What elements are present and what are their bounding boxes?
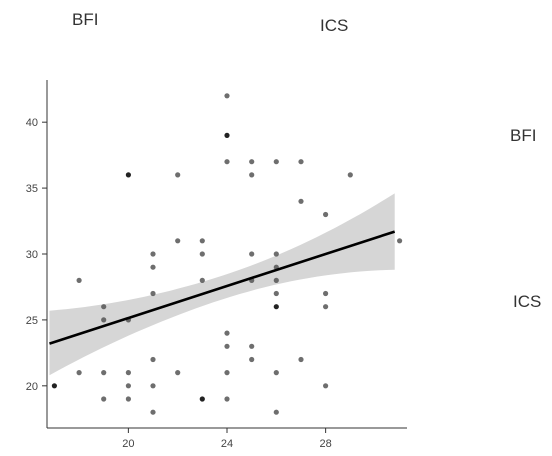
data-point — [224, 159, 230, 165]
y-tick-label: 35 — [26, 183, 38, 195]
data-point — [298, 159, 304, 165]
data-point — [273, 159, 279, 165]
data-point — [76, 277, 82, 283]
data-point — [125, 370, 131, 376]
y-tick-label: 20 — [26, 381, 38, 393]
data-point — [273, 304, 279, 310]
data-point — [199, 396, 205, 402]
data-point — [150, 356, 156, 363]
data-point — [397, 238, 403, 244]
y-tick-label: 30 — [26, 249, 38, 261]
data-point — [323, 304, 329, 310]
data-point — [150, 290, 156, 297]
data-point — [273, 370, 279, 376]
confidence-band-layer — [49, 193, 395, 376]
data-point — [51, 383, 58, 389]
data-point — [249, 343, 255, 349]
data-point — [150, 409, 156, 415]
data-point — [323, 211, 329, 218]
data-point — [298, 198, 304, 204]
data-point — [175, 172, 181, 178]
data-point — [101, 317, 107, 323]
x-tick-label: 28 — [320, 438, 332, 450]
data-point — [224, 343, 230, 349]
point-layer — [51, 93, 403, 415]
data-point — [175, 238, 181, 244]
data-point — [273, 251, 279, 257]
data-point — [323, 290, 329, 297]
column-header-bfi: BFI — [72, 10, 99, 29]
regression-line-layer — [49, 230, 396, 345]
data-point — [175, 370, 181, 376]
data-point — [273, 290, 279, 297]
data-point — [101, 370, 107, 376]
x-tick-label: 24 — [221, 438, 233, 450]
data-point — [125, 383, 131, 389]
data-point — [323, 383, 329, 389]
row-label-ics: ICS — [513, 292, 542, 311]
data-point — [150, 383, 156, 389]
data-point — [125, 396, 131, 402]
data-point — [76, 370, 82, 376]
data-point — [199, 238, 205, 244]
data-point — [224, 370, 230, 376]
y-tick-label: 40 — [26, 117, 38, 129]
x-tick-label: 20 — [122, 438, 134, 450]
data-point — [273, 409, 279, 415]
row-label-bfi: BFI — [510, 126, 537, 145]
data-point — [273, 277, 279, 283]
regression-line — [49, 230, 396, 345]
data-point — [199, 251, 205, 257]
data-point — [249, 159, 255, 165]
data-point — [101, 304, 107, 310]
data-point — [249, 356, 255, 363]
data-point — [347, 172, 353, 178]
data-point — [249, 251, 255, 257]
axes: 20 25 30 35 40 20 24 28 — [26, 80, 407, 450]
confidence-band — [49, 193, 395, 376]
data-point — [224, 396, 230, 402]
data-point — [101, 396, 107, 402]
y-tick-label: 25 — [26, 315, 38, 327]
data-point — [150, 264, 156, 270]
data-point — [249, 172, 255, 178]
data-point — [125, 172, 131, 178]
data-point — [199, 277, 205, 283]
data-point — [224, 93, 230, 99]
column-header-ics: ICS — [320, 16, 349, 35]
data-point — [298, 356, 304, 363]
data-point — [224, 132, 230, 138]
data-point — [150, 251, 156, 257]
data-point — [224, 330, 230, 336]
